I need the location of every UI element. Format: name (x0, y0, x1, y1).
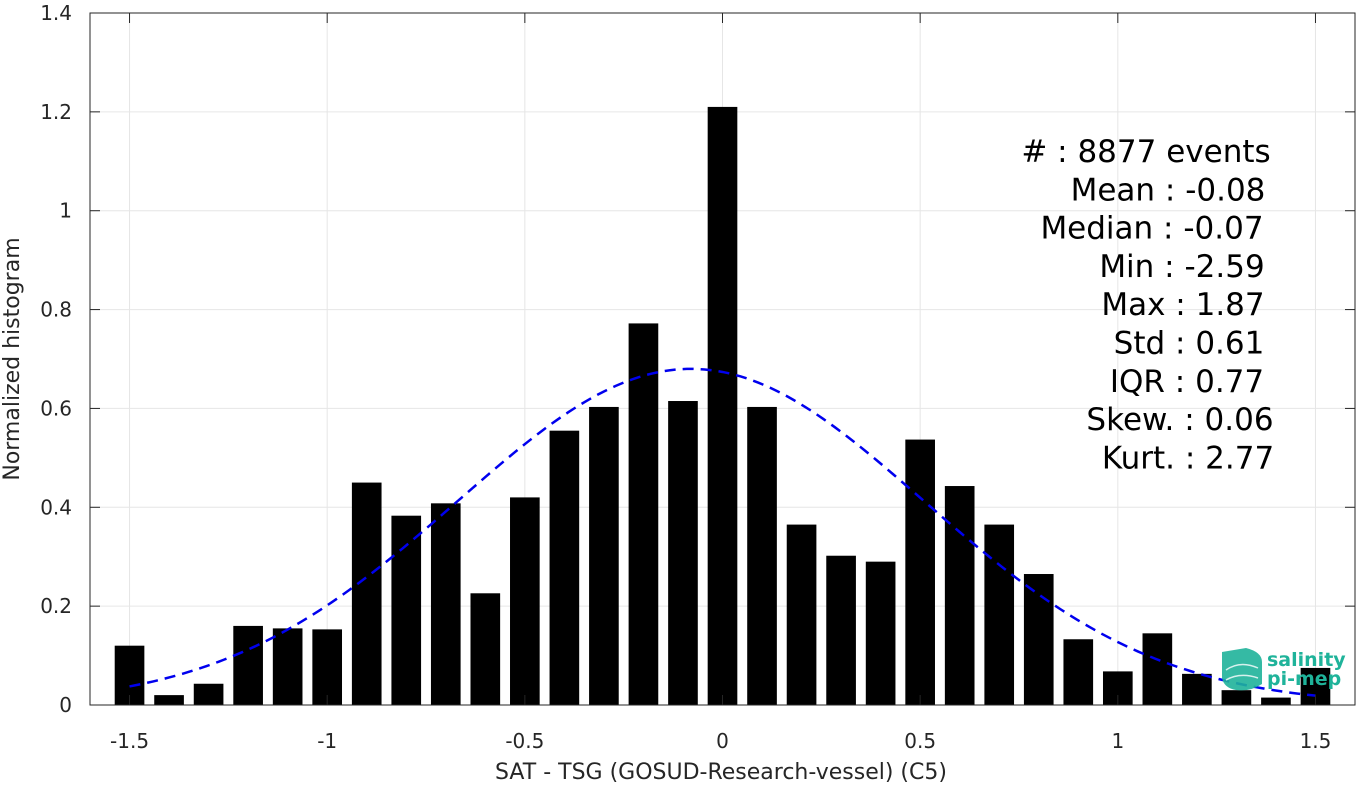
histogram-bar (1023, 574, 1054, 705)
logo-text-line1: salinity (1267, 649, 1346, 671)
y-axis-tick-labels: 0 0.2 0.4 0.6 0.8 1 1.2 1.4 (40, 1, 72, 717)
y-tick-label: 0.6 (40, 396, 72, 420)
histogram-bar (430, 503, 461, 705)
stats-line: IQR : 0.77 (1110, 364, 1264, 400)
y-tick-label: 0 (59, 693, 72, 717)
histogram-bar (984, 524, 1015, 705)
x-tick-label: 0.5 (904, 729, 936, 753)
histogram-bar (905, 439, 935, 705)
histogram-bar (944, 486, 975, 705)
histogram-bars (114, 106, 1331, 705)
x-axis-label: SAT - TSG (GOSUD-Research-vessel) (C5) (495, 760, 947, 785)
y-tick-label: 1.4 (40, 1, 72, 25)
x-tick-label: -0.5 (505, 729, 544, 753)
histogram-bar (351, 482, 382, 705)
x-tick-label: 1 (1111, 729, 1124, 753)
y-axis-label: Normalized histogram (0, 237, 25, 480)
stats-line: Mean : -0.08 (1071, 172, 1266, 208)
x-tick-label: -1 (317, 729, 337, 753)
histogram-bar (470, 593, 501, 705)
x-tick-label: 1.5 (1300, 729, 1332, 753)
histogram-bar (193, 683, 224, 705)
histogram-bar (865, 561, 896, 705)
histogram-bar (747, 406, 777, 705)
histogram-bar (1261, 697, 1291, 705)
histogram-bar (786, 524, 817, 705)
y-tick-label: 0.8 (40, 298, 72, 322)
histogram-bar (628, 323, 659, 705)
y-tick-label: 1 (59, 199, 72, 223)
histogram-bar (1142, 633, 1173, 705)
histogram-bar (1182, 673, 1212, 705)
logo-text-line2: pi-mep (1267, 668, 1341, 690)
histogram-bar (707, 106, 738, 705)
histogram-bar (154, 695, 184, 705)
logo-emblem-icon (1222, 648, 1262, 691)
stats-line: # : 8877 events (1021, 134, 1270, 170)
stats-line: Std : 0.61 (1114, 326, 1265, 362)
histogram-bar (668, 401, 698, 705)
stats-line: Max : 1.87 (1101, 287, 1264, 323)
axis-ticks (90, 12, 1355, 706)
histogram-bar (1063, 639, 1094, 705)
histogram-bar (549, 430, 580, 705)
y-tick-label: 1.2 (40, 100, 72, 124)
histogram-bar (826, 555, 856, 705)
salinity-pimep-logo: salinity pi-mep (1222, 648, 1346, 691)
histogram-bar (510, 497, 540, 705)
x-tick-label: 0 (716, 729, 729, 753)
histogram-bar (589, 406, 619, 705)
histogram-bar (1221, 690, 1252, 705)
stats-line: Skew. : 0.06 (1086, 402, 1273, 438)
y-tick-label: 0.2 (40, 594, 72, 618)
histogram-bar (391, 515, 422, 705)
x-tick-label: -1.5 (110, 729, 149, 753)
x-axis-tick-labels: -1.5 -1 -0.5 0 0.5 1 1.5 (110, 729, 1331, 753)
gaussian-fit-curve (129, 367, 1316, 697)
stats-line: Median : -0.07 (1040, 211, 1263, 247)
histogram-bar (272, 628, 303, 705)
stats-line: Kurt. : 2.77 (1102, 440, 1274, 476)
stats-line: Min : -2.59 (1099, 249, 1264, 285)
y-tick-label: 0.4 (40, 495, 72, 519)
histogram-bar (233, 625, 263, 705)
histogram-bar (312, 629, 343, 705)
